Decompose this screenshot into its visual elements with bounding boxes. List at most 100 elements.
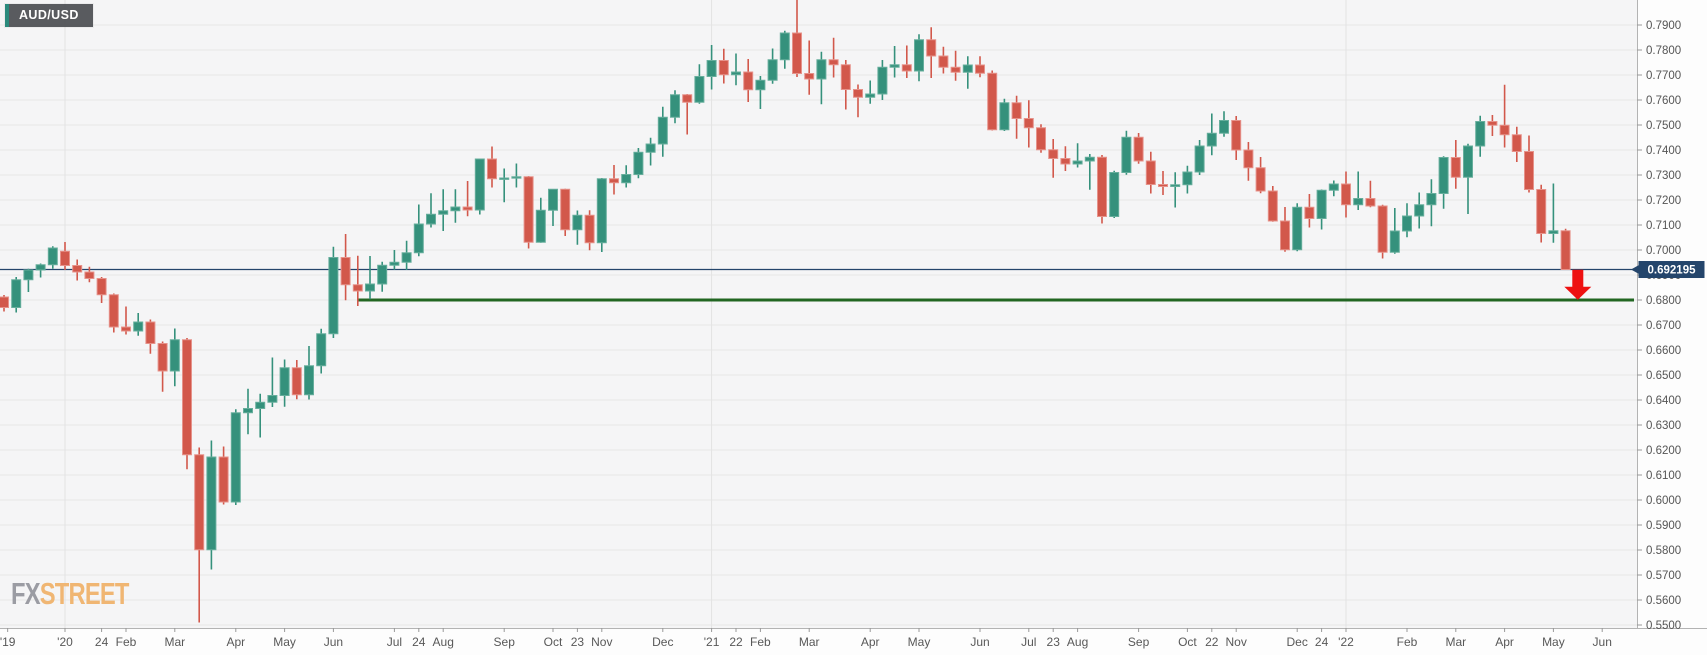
candle[interactable] bbox=[1023, 100, 1034, 148]
candle[interactable] bbox=[1133, 133, 1144, 164]
candle[interactable] bbox=[96, 277, 107, 303]
candle[interactable] bbox=[365, 256, 375, 300]
candle[interactable] bbox=[304, 346, 314, 400]
candle[interactable] bbox=[670, 90, 680, 124]
time-axis[interactable]: '19 '20 24 Feb Mar Apr May Jun Jul 24 Aug Sep Oct 23 N… bbox=[0, 628, 1612, 649]
candle[interactable] bbox=[596, 178, 607, 252]
candle[interactable] bbox=[377, 261, 388, 292]
candle[interactable] bbox=[1011, 95, 1022, 139]
candle[interactable] bbox=[1267, 186, 1278, 222]
candle[interactable] bbox=[1097, 155, 1107, 224]
candle[interactable] bbox=[889, 46, 900, 78]
candle[interactable] bbox=[950, 50, 961, 81]
candle[interactable] bbox=[426, 193, 436, 228]
candle[interactable] bbox=[938, 46, 949, 74]
candle[interactable] bbox=[682, 94, 693, 135]
candle[interactable] bbox=[1145, 151, 1156, 194]
candle[interactable] bbox=[706, 45, 717, 90]
candle[interactable] bbox=[987, 70, 998, 131]
candle[interactable] bbox=[438, 189, 449, 231]
candle[interactable] bbox=[1206, 113, 1217, 156]
candle[interactable] bbox=[1499, 84, 1510, 148]
candle[interactable] bbox=[218, 446, 229, 505]
candle[interactable] bbox=[352, 255, 363, 306]
candle[interactable] bbox=[499, 168, 510, 203]
candle[interactable] bbox=[901, 45, 912, 79]
candle[interactable] bbox=[853, 84, 863, 118]
candle[interactable] bbox=[1402, 203, 1412, 238]
candle[interactable] bbox=[60, 242, 70, 270]
candle[interactable] bbox=[999, 98, 1010, 131]
candle[interactable] bbox=[828, 37, 839, 78]
candle[interactable] bbox=[194, 447, 205, 623]
candle[interactable] bbox=[560, 188, 571, 236]
candle[interactable] bbox=[35, 263, 46, 278]
candle[interactable] bbox=[474, 158, 485, 215]
candle[interactable] bbox=[1316, 189, 1327, 230]
candle[interactable] bbox=[1365, 180, 1376, 208]
candle[interactable] bbox=[1560, 228, 1571, 270]
candle[interactable] bbox=[816, 51, 827, 105]
candle[interactable] bbox=[1341, 171, 1351, 218]
candle[interactable] bbox=[1182, 165, 1193, 194]
candle[interactable] bbox=[316, 328, 327, 374]
candle[interactable] bbox=[1389, 208, 1400, 254]
candle[interactable] bbox=[182, 338, 192, 470]
candle[interactable] bbox=[72, 259, 83, 281]
candle[interactable] bbox=[779, 30, 790, 69]
candle[interactable] bbox=[230, 409, 241, 505]
candle[interactable] bbox=[1280, 207, 1290, 252]
candle[interactable] bbox=[1255, 157, 1266, 194]
candle[interactable] bbox=[157, 341, 168, 392]
candle[interactable] bbox=[1231, 116, 1242, 160]
candle[interactable] bbox=[694, 64, 705, 104]
candle[interactable] bbox=[548, 188, 558, 226]
candle[interactable] bbox=[1304, 194, 1315, 228]
candle[interactable] bbox=[1463, 143, 1473, 214]
candle[interactable] bbox=[523, 176, 534, 249]
candle[interactable] bbox=[926, 27, 937, 78]
candle[interactable] bbox=[108, 293, 119, 333]
candle[interactable] bbox=[1072, 143, 1083, 168]
candle[interactable] bbox=[1219, 111, 1229, 137]
candle[interactable] bbox=[962, 56, 973, 89]
candle[interactable] bbox=[450, 189, 461, 223]
candle[interactable] bbox=[731, 53, 741, 86]
candle[interactable] bbox=[1353, 171, 1364, 211]
candle[interactable] bbox=[1511, 126, 1522, 162]
candle[interactable] bbox=[584, 210, 595, 251]
candle[interactable] bbox=[133, 313, 144, 336]
candle[interactable] bbox=[1487, 115, 1498, 136]
candle[interactable] bbox=[267, 357, 278, 408]
candle[interactable] bbox=[84, 266, 95, 283]
candle[interactable] bbox=[169, 328, 180, 387]
candle[interactable] bbox=[328, 246, 339, 338]
candle[interactable] bbox=[572, 210, 583, 245]
candle[interactable] bbox=[1121, 130, 1132, 175]
candle[interactable] bbox=[279, 359, 290, 407]
candle[interactable] bbox=[1048, 139, 1059, 178]
candle[interactable] bbox=[1084, 154, 1095, 190]
candle[interactable] bbox=[633, 148, 644, 179]
candle[interactable] bbox=[1170, 172, 1181, 208]
candle[interactable] bbox=[767, 48, 778, 84]
candle[interactable] bbox=[755, 76, 766, 109]
candle[interactable] bbox=[462, 181, 473, 217]
down-arrow-annotation[interactable] bbox=[1564, 269, 1592, 300]
candle[interactable] bbox=[621, 165, 632, 188]
candle[interactable] bbox=[1328, 180, 1339, 197]
candle[interactable] bbox=[1438, 156, 1449, 209]
candle[interactable] bbox=[1292, 203, 1303, 252]
candle[interactable] bbox=[743, 59, 754, 102]
candle[interactable] bbox=[1426, 179, 1437, 227]
candle[interactable] bbox=[1450, 140, 1461, 189]
candle[interactable] bbox=[840, 60, 851, 110]
candle[interactable] bbox=[645, 137, 656, 166]
candle[interactable] bbox=[11, 277, 22, 313]
candle[interactable] bbox=[609, 165, 619, 195]
candle[interactable] bbox=[1414, 192, 1425, 229]
candle[interactable] bbox=[1536, 184, 1547, 243]
candle[interactable] bbox=[1548, 183, 1559, 243]
candle[interactable] bbox=[877, 60, 888, 100]
